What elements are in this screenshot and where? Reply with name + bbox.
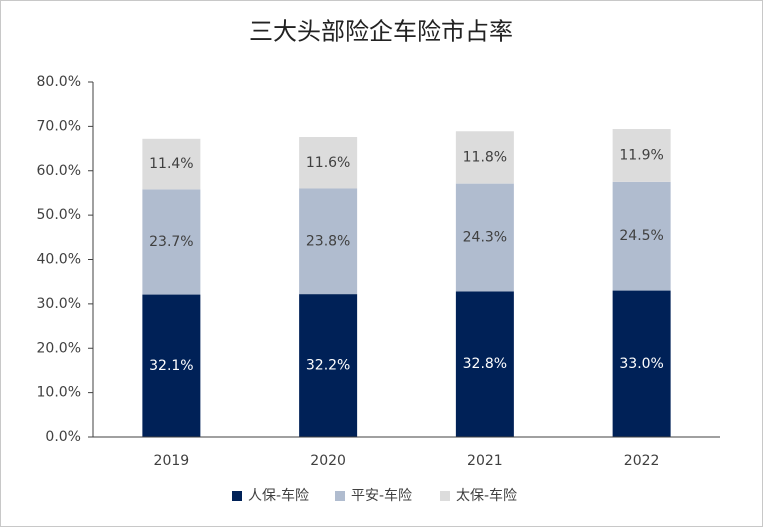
y-tick-label: 30.0% <box>37 296 81 312</box>
bar-segment <box>299 188 358 295</box>
x-tick-label: 2020 <box>310 453 346 469</box>
value-label: 33.0% <box>619 356 663 372</box>
y-tick-label: 20.0% <box>37 340 81 356</box>
chart-title: 三大头部险企车险市占率 <box>249 18 513 46</box>
value-label: 32.2% <box>306 358 350 374</box>
x-tick-label: 2022 <box>624 453 660 469</box>
y-tick-label: 50.0% <box>37 207 81 223</box>
value-label: 11.9% <box>619 147 663 163</box>
value-label: 23.7% <box>149 234 193 250</box>
value-label: 11.8% <box>463 149 507 165</box>
value-label: 11.6% <box>306 155 350 171</box>
value-label: 11.4% <box>149 156 193 172</box>
y-tick-label: 70.0% <box>37 118 81 134</box>
y-tick-label: 10.0% <box>37 385 81 401</box>
legend-label: 人保-车险 <box>248 487 309 504</box>
value-label: 23.8% <box>306 233 350 249</box>
x-tick-label: 2019 <box>154 453 190 469</box>
bar-segment <box>455 131 514 184</box>
bar-segment <box>142 138 201 190</box>
legend-swatch <box>232 491 242 501</box>
y-tick-label: 40.0% <box>37 252 81 268</box>
bar-segment <box>455 291 514 437</box>
bar-segment <box>299 137 358 189</box>
value-label: 32.1% <box>149 358 193 374</box>
bar-segment <box>455 183 514 292</box>
y-tick-label: 0.0% <box>45 429 81 445</box>
legend-swatch <box>335 491 345 501</box>
legend-label: 平安-车险 <box>351 487 412 504</box>
y-tick-label: 80.0% <box>37 74 81 90</box>
bar-segment <box>612 181 671 291</box>
legend-swatch <box>440 491 450 501</box>
bar-segment <box>299 294 358 437</box>
legend-label: 太保-车险 <box>456 487 517 504</box>
x-tick-label: 2021 <box>467 453 503 469</box>
y-tick-label: 60.0% <box>37 163 81 179</box>
bar-segment <box>612 129 671 182</box>
value-label: 24.5% <box>619 228 663 244</box>
bar-segment <box>142 189 201 295</box>
bar-segment <box>142 294 201 437</box>
value-label: 24.3% <box>463 230 507 246</box>
bar-segment <box>612 290 671 437</box>
value-label: 32.8% <box>463 356 507 372</box>
